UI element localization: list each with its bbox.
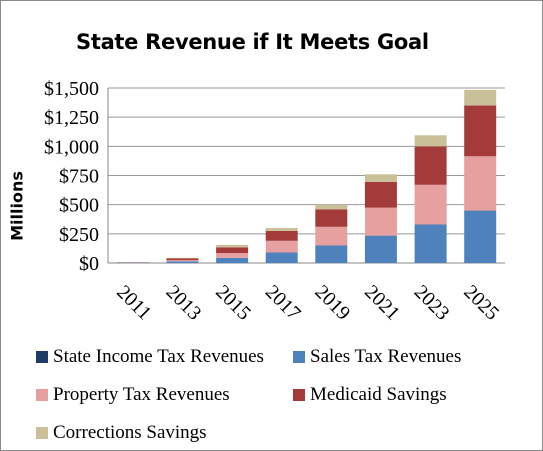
- bar-segment: [364, 207, 397, 236]
- bar-segment: [414, 135, 447, 147]
- bar-segment: [315, 209, 348, 227]
- legend-swatch: [36, 389, 48, 401]
- y-tick-label: $1,250: [44, 107, 99, 129]
- y-tick-label: $250: [59, 224, 99, 246]
- legend-label: Property Tax Revenues: [53, 384, 230, 405]
- chart-title: State Revenue if It Meets Goal: [76, 30, 429, 54]
- bar-segment: [464, 210, 497, 263]
- legend-item: Property Tax Revenues: [36, 384, 230, 406]
- y-tick-label: $1,500: [44, 78, 99, 100]
- legend-label: Medicaid Savings: [310, 384, 447, 405]
- y-tick-label: $750: [59, 166, 99, 188]
- legend-item: Sales Tax Revenues: [293, 346, 461, 368]
- bar-segment: [414, 224, 447, 263]
- y-tick-label: $0: [79, 253, 99, 275]
- bar-segment: [364, 174, 397, 182]
- bar-segment: [265, 228, 298, 231]
- legend-swatch: [293, 351, 305, 363]
- y-tick-label: $500: [59, 195, 99, 217]
- legend-swatch: [36, 351, 48, 363]
- bar-segment: [464, 105, 497, 157]
- bar-segment: [166, 258, 199, 261]
- bar-segment: [166, 257, 199, 259]
- bar-segment: [315, 245, 348, 263]
- x-tick-label: 2011: [112, 281, 155, 324]
- x-tick-label: 2017: [261, 281, 305, 325]
- legend-item: State Income Tax Revenues: [36, 346, 264, 368]
- legend-item: Medicaid Savings: [293, 384, 447, 406]
- bar-segment: [166, 261, 199, 264]
- bar-segment: [216, 253, 249, 258]
- bar-segment: [216, 247, 249, 254]
- bar-segment: [414, 184, 447, 225]
- bar-segment: [364, 181, 397, 208]
- y-tick-label: $1,000: [44, 136, 99, 158]
- legend-swatch: [36, 427, 48, 439]
- bar-segment: [166, 260, 199, 262]
- legend-label: State Income Tax Revenues: [53, 346, 264, 367]
- x-tick-label: 2021: [360, 281, 404, 325]
- bar-segment: [265, 240, 298, 253]
- bar-segment: [216, 257, 249, 264]
- x-tick-label: 2025: [459, 281, 503, 325]
- bar-segment: [414, 146, 447, 185]
- bar-segment: [364, 235, 397, 263]
- x-tick-label: 2019: [310, 281, 354, 325]
- legend-swatch: [293, 389, 305, 401]
- bar-segment: [315, 204, 348, 210]
- legend-item: Corrections Savings: [36, 422, 207, 444]
- bar-segment: [265, 252, 298, 263]
- bar-segment: [315, 226, 348, 246]
- bar-segment: [216, 244, 249, 248]
- bar-segment: [464, 89, 497, 106]
- x-tick-label: 2013: [162, 281, 206, 325]
- bar-segment: [265, 230, 298, 241]
- x-tick-label: 2015: [211, 281, 255, 325]
- legend-label: Corrections Savings: [53, 422, 207, 443]
- x-tick-label: 2023: [410, 281, 454, 325]
- bar-segment: [464, 156, 497, 211]
- legend-label: Sales Tax Revenues: [310, 346, 462, 367]
